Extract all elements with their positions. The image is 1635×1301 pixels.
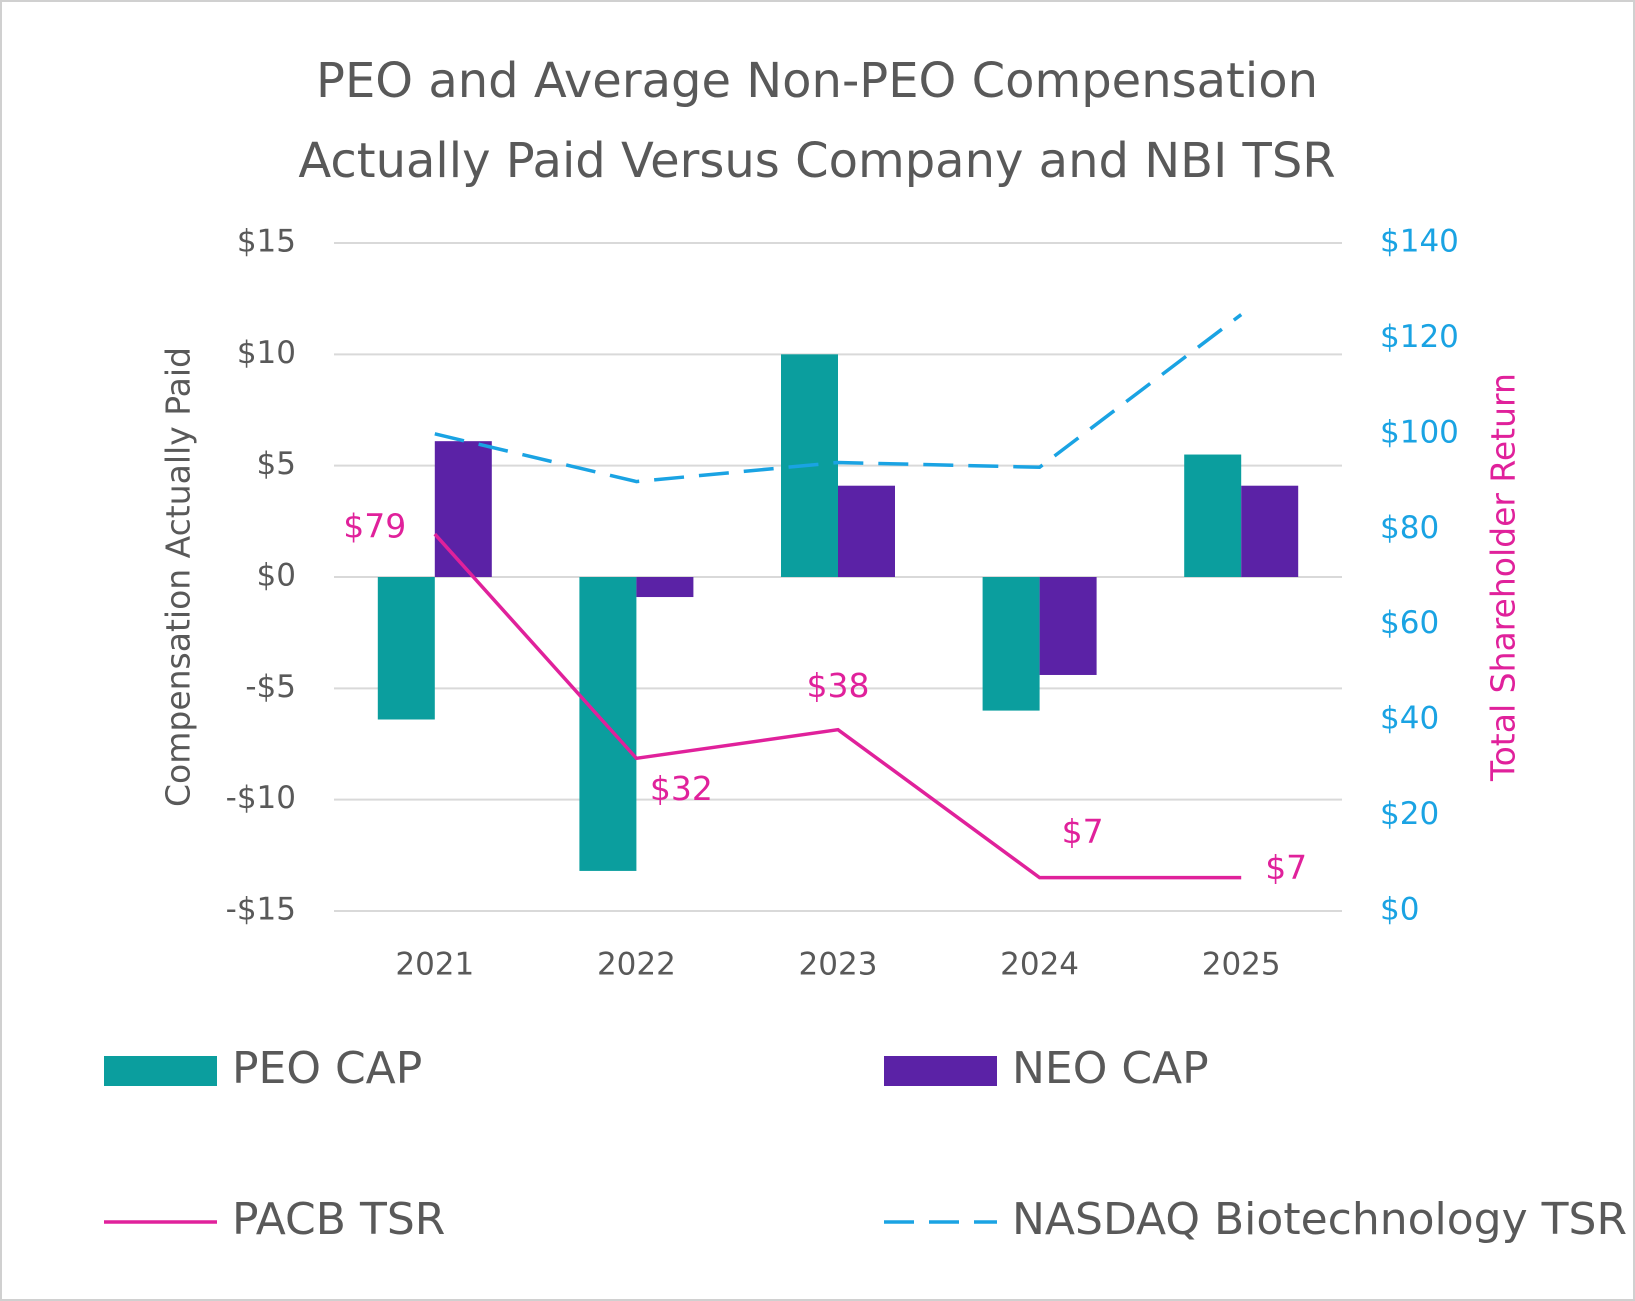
bar: [1039, 577, 1097, 675]
y2-tick-label: $60: [1380, 605, 1439, 641]
data-label: $38: [807, 666, 870, 705]
bar: [982, 577, 1040, 711]
data-label: $7: [1265, 848, 1307, 887]
y-tick-label: $5: [257, 446, 296, 482]
legend-swatch: [104, 1056, 217, 1086]
x-tick-label: 2024: [1000, 947, 1079, 983]
y2-axis-title: Total Shareholder Return: [1484, 373, 1523, 782]
y-tick-label: $15: [237, 224, 296, 260]
y-tick-label: -$10: [226, 780, 296, 816]
legend-label: NEO CAP: [1012, 1043, 1209, 1094]
bar: [1184, 454, 1242, 577]
bar: [434, 441, 492, 577]
y-axis-title: Compensation Actually Paid: [159, 347, 198, 807]
bar: [579, 577, 637, 871]
bar: [636, 577, 694, 598]
legend-label: NASDAQ Biotechnology TSR: [1012, 1194, 1627, 1245]
chart-title: PEO and Average Non-PEO Compensation: [316, 53, 1318, 109]
bar: [1241, 485, 1299, 577]
x-tick-label: 2022: [597, 947, 676, 983]
y2-tick-label: $120: [1380, 319, 1459, 355]
y2-tick-label: $80: [1380, 510, 1439, 546]
data-label: $7: [1062, 812, 1104, 851]
y2-tick-label: $140: [1380, 224, 1459, 260]
y-tick-label: $0: [257, 558, 296, 594]
y-tick-label: $10: [237, 335, 296, 371]
chart-subtitle: Actually Paid Versus Company and NBI TSR: [298, 133, 1335, 189]
legend-label: PACB TSR: [232, 1194, 445, 1245]
legend-swatch: [884, 1056, 997, 1086]
x-tick-label: 2025: [1202, 947, 1281, 983]
y-tick-label: -$15: [226, 892, 296, 928]
x-tick-label: 2023: [799, 947, 878, 983]
y2-tick-label: $20: [1380, 796, 1439, 832]
legend-label: PEO CAP: [232, 1043, 422, 1094]
data-label: $32: [650, 769, 713, 808]
data-label: $79: [343, 507, 406, 546]
bar: [377, 577, 435, 720]
y-tick-label: -$5: [245, 669, 296, 705]
y2-tick-label: $0: [1380, 892, 1419, 928]
bar: [838, 485, 895, 577]
y2-tick-label: $100: [1380, 414, 1459, 450]
x-tick-label: 2021: [395, 947, 474, 983]
y2-tick-label: $40: [1380, 701, 1439, 737]
line: [434, 313, 1243, 484]
line: [433, 532, 1242, 880]
